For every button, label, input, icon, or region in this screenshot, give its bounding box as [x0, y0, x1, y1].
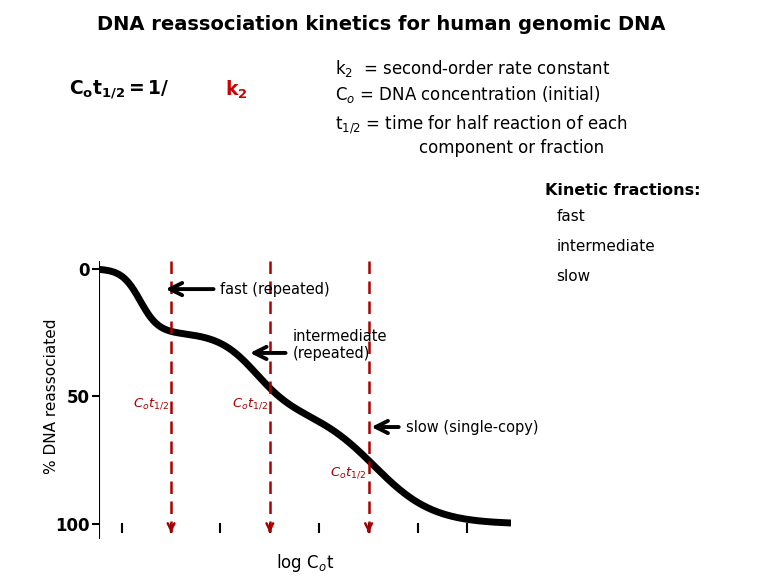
Text: log C$_o$t: log C$_o$t: [276, 552, 334, 574]
Text: intermediate
(repeated): intermediate (repeated): [293, 329, 387, 361]
Text: Kinetic fractions:: Kinetic fractions:: [545, 183, 700, 198]
Text: slow: slow: [556, 269, 591, 284]
Text: $\mathbf{C_o t_{1/2}}$$\mathbf{ = 1 / }$: $\mathbf{C_o t_{1/2}}$$\mathbf{ = 1 / }$: [69, 78, 169, 102]
Text: intermediate: intermediate: [556, 239, 655, 254]
Text: $C_o t_{1/2}$: $C_o t_{1/2}$: [232, 397, 267, 411]
Text: % DNA reassociated: % DNA reassociated: [44, 318, 59, 474]
Text: fast: fast: [556, 209, 585, 224]
Text: DNA reassociation kinetics for human genomic DNA: DNA reassociation kinetics for human gen…: [97, 14, 665, 34]
Text: slow (single-copy): slow (single-copy): [405, 419, 538, 434]
Text: k$_2$  = second-order rate constant: k$_2$ = second-order rate constant: [335, 58, 611, 79]
Text: fast (repeated): fast (repeated): [220, 282, 330, 296]
Text: $\mathbf{k_2}$: $\mathbf{k_2}$: [225, 79, 248, 101]
Text: t$_{1/2}$ = time for half reaction of each: t$_{1/2}$ = time for half reaction of ea…: [335, 113, 628, 136]
Text: component or fraction: component or fraction: [335, 139, 604, 157]
Text: $C_o t_{1/2}$: $C_o t_{1/2}$: [133, 397, 169, 411]
Text: $C_o t_{1/2}$: $C_o t_{1/2}$: [331, 466, 367, 480]
Text: C$_o$ = DNA concentration (initial): C$_o$ = DNA concentration (initial): [335, 84, 600, 105]
